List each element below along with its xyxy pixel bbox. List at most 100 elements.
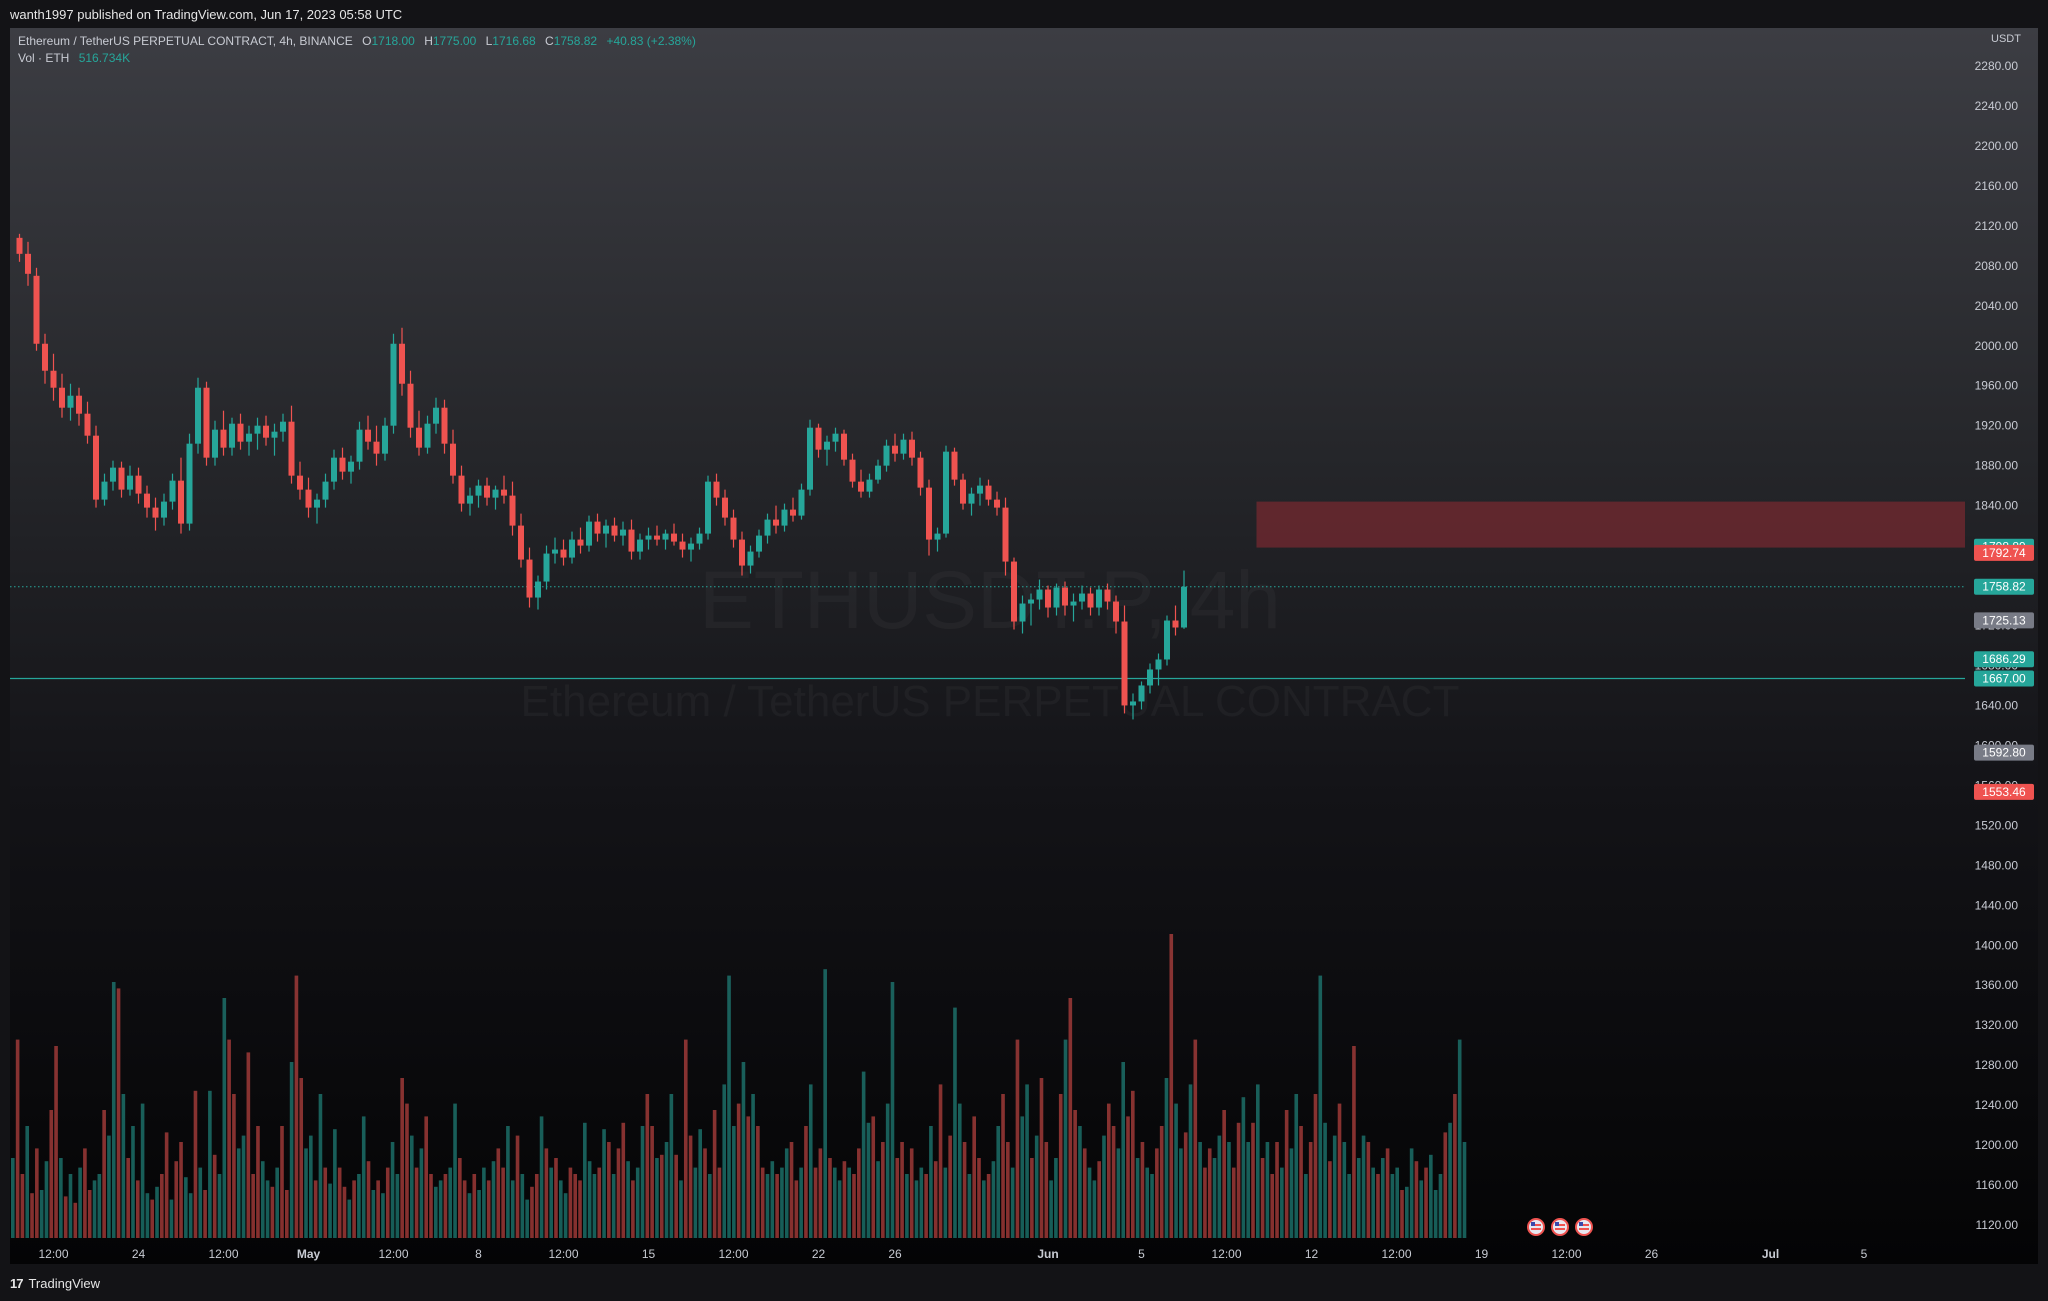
volume-bar bbox=[957, 1103, 962, 1238]
volume-bar bbox=[87, 1190, 92, 1238]
candle bbox=[263, 415, 269, 446]
volume-bar bbox=[35, 1148, 39, 1238]
symbol-title: Ethereum / TetherUS PERPETUAL CONTRACT, … bbox=[18, 34, 353, 48]
volume-bar bbox=[1044, 1142, 1049, 1238]
us-flag-icon bbox=[1575, 1218, 1593, 1236]
volume-bar bbox=[933, 1161, 938, 1238]
volume-bar bbox=[703, 1148, 707, 1238]
candle bbox=[739, 531, 745, 576]
volume-bar bbox=[371, 1190, 376, 1238]
us-flag-icon bbox=[1551, 1218, 1569, 1236]
candle bbox=[509, 481, 516, 536]
candle bbox=[144, 485, 150, 518]
candle bbox=[212, 420, 218, 466]
candle bbox=[841, 429, 847, 466]
candle-body bbox=[280, 421, 286, 432]
candle-body bbox=[968, 493, 975, 504]
volume-bar bbox=[1025, 1084, 1029, 1238]
y-tick-label: 1120.00 bbox=[1976, 1218, 2019, 1232]
candle-body bbox=[382, 425, 388, 454]
candle bbox=[883, 439, 890, 472]
volume-bar bbox=[208, 1090, 212, 1238]
y-tick-label: 1960.00 bbox=[1975, 379, 2019, 393]
volume-bar bbox=[789, 1142, 794, 1238]
volume-bar bbox=[895, 1158, 900, 1238]
volume-bar bbox=[241, 1135, 246, 1238]
volume-bar bbox=[131, 1126, 135, 1238]
volume-bar bbox=[174, 1161, 179, 1238]
us-flag-icon-canton bbox=[1555, 1222, 1559, 1226]
volume-bar bbox=[1275, 1142, 1279, 1238]
volume-bar bbox=[900, 1142, 904, 1238]
volume-value: 516.734K bbox=[78, 51, 131, 65]
chart-frame[interactable]: ETHUSDT.P, 4h Ethereum / TetherUS PERPETU… bbox=[10, 28, 2038, 1264]
price-badge-bg bbox=[1974, 544, 2034, 561]
candle-body bbox=[934, 533, 941, 540]
candle-body bbox=[577, 539, 584, 546]
candle bbox=[858, 469, 864, 498]
x-tick-label: 12:00 bbox=[1211, 1247, 1241, 1261]
candle bbox=[297, 461, 303, 500]
candle bbox=[220, 410, 227, 456]
candle-body bbox=[322, 481, 329, 500]
us-flag-icon-stripe bbox=[1579, 1228, 1589, 1230]
volume-bar bbox=[943, 1167, 948, 1238]
volume-bar bbox=[429, 1174, 433, 1238]
candle bbox=[620, 521, 626, 546]
candle bbox=[331, 449, 337, 490]
change-value: +40.83 (+2.38%) bbox=[606, 34, 696, 48]
candle-body bbox=[203, 387, 210, 458]
close-label: C bbox=[545, 34, 554, 48]
volume-bar bbox=[823, 969, 827, 1238]
volume-bar bbox=[462, 1180, 467, 1238]
x-tick-label: 12:00 bbox=[548, 1247, 578, 1261]
candle-body bbox=[900, 439, 907, 454]
price-badge: 1725.13 bbox=[1974, 612, 2034, 629]
volume-bar bbox=[727, 975, 731, 1238]
volume-bar bbox=[539, 1116, 544, 1238]
low-value: 1716.68 bbox=[492, 34, 536, 48]
volume-bar bbox=[1236, 1122, 1241, 1238]
volume-bar bbox=[847, 1167, 852, 1238]
volume-bar bbox=[607, 1142, 611, 1238]
open-value: 1718.00 bbox=[371, 34, 415, 48]
candle bbox=[807, 419, 813, 496]
candle-body bbox=[594, 521, 601, 534]
candle bbox=[1104, 583, 1111, 610]
candle bbox=[314, 493, 320, 524]
us-flag-icon-stripe bbox=[1555, 1224, 1565, 1226]
candle-body bbox=[1104, 589, 1111, 602]
volume-bar bbox=[583, 1122, 587, 1238]
candle bbox=[467, 487, 473, 516]
price-chart[interactable]: ETHUSDT.P, 4h Ethereum / TetherUS PERPETU… bbox=[10, 28, 2038, 1264]
volume-bar bbox=[145, 1193, 150, 1238]
candle-body bbox=[1138, 685, 1145, 702]
candle-body bbox=[110, 467, 116, 482]
event-icons bbox=[1527, 1218, 1593, 1236]
supply-zone bbox=[1256, 501, 1965, 548]
candle bbox=[790, 497, 796, 522]
volume-bar bbox=[1376, 1174, 1380, 1238]
x-tick-label: 5 bbox=[1861, 1247, 1868, 1261]
candle bbox=[169, 473, 176, 510]
candles bbox=[16, 233, 1187, 720]
volume-bar bbox=[1135, 1158, 1140, 1238]
candle-body bbox=[93, 435, 99, 500]
volume-bar bbox=[232, 1094, 236, 1238]
volume-bar bbox=[938, 1084, 943, 1238]
volume-bar bbox=[578, 1180, 582, 1238]
candle-body bbox=[739, 539, 745, 566]
price-badge-label: 1553.46 bbox=[1982, 785, 2026, 799]
candle bbox=[985, 479, 992, 506]
tradingview-logo[interactable]: 17 TradingView bbox=[10, 1276, 100, 1291]
volume-bar bbox=[1294, 1094, 1299, 1238]
volume-bar bbox=[732, 1126, 736, 1238]
candle bbox=[365, 415, 371, 450]
candle-body bbox=[492, 489, 499, 498]
candle-body bbox=[756, 535, 762, 552]
volume-bar bbox=[1284, 1110, 1289, 1238]
volume-bar bbox=[991, 1161, 996, 1238]
volume-bar bbox=[1241, 1097, 1246, 1238]
volume-bar bbox=[1015, 1039, 1020, 1238]
candle bbox=[662, 529, 669, 550]
